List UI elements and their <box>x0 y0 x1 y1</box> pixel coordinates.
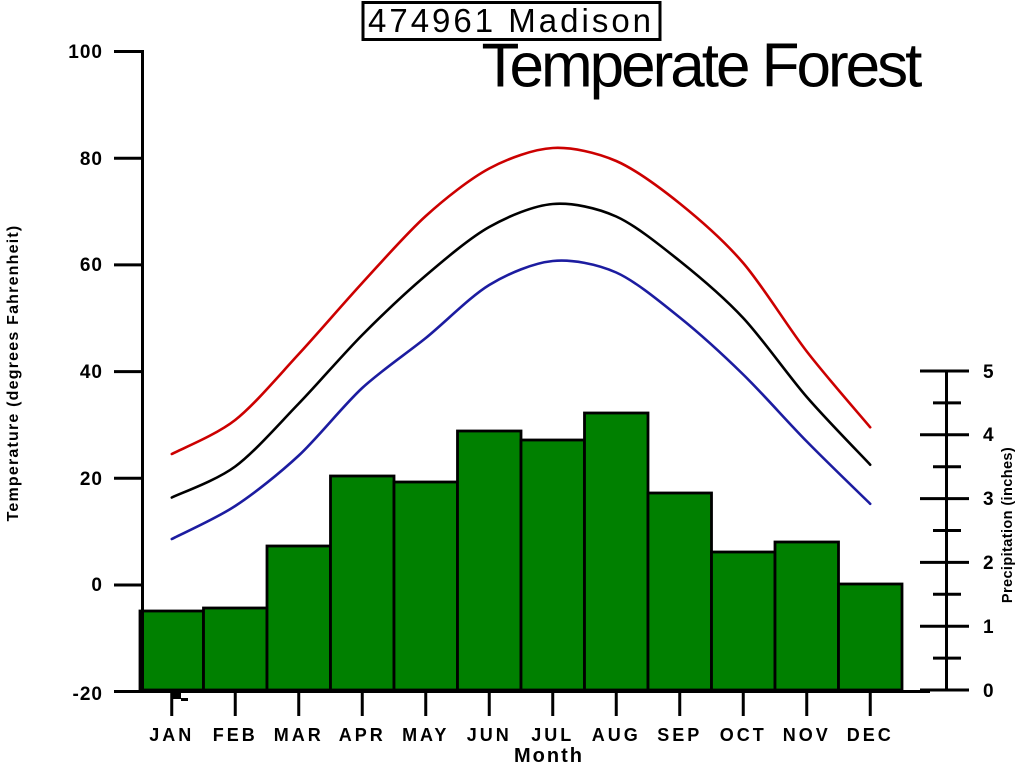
svg-text:474961 Madison: 474961 Madison <box>368 2 654 39</box>
svg-text:SEP: SEP <box>657 725 702 745</box>
svg-text:0: 0 <box>983 681 994 702</box>
svg-text:Temperature (degrees Fahrenhei: Temperature (degrees Fahrenheit) <box>5 225 22 522</box>
svg-text:2: 2 <box>983 553 994 574</box>
svg-text:FEB: FEB <box>213 725 258 745</box>
svg-text:40: 40 <box>80 362 103 383</box>
svg-text:JUL: JUL <box>531 725 574 745</box>
svg-text:Precipitation (inches): Precipitation (inches) <box>1000 447 1016 603</box>
svg-text:-20: -20 <box>73 684 103 705</box>
svg-text:Month: Month <box>514 745 584 767</box>
svg-text:5: 5 <box>983 362 994 383</box>
svg-text:1: 1 <box>983 617 994 638</box>
svg-text:3: 3 <box>983 489 994 510</box>
svg-text:4: 4 <box>983 425 994 446</box>
svg-text:MAY: MAY <box>402 725 449 745</box>
svg-text:OCT: OCT <box>720 725 767 745</box>
svg-text:JAN: JAN <box>149 725 194 745</box>
svg-text:JUN: JUN <box>467 725 512 745</box>
svg-text:60: 60 <box>80 255 103 276</box>
svg-text:APR: APR <box>339 725 386 745</box>
svg-text:MAR: MAR <box>274 725 324 745</box>
svg-text:Temperate Forest: Temperate Forest <box>482 32 923 101</box>
svg-text:AUG: AUG <box>592 725 641 745</box>
svg-text:0: 0 <box>91 575 103 596</box>
svg-text:100: 100 <box>68 42 103 63</box>
svg-text:80: 80 <box>80 149 103 170</box>
svg-text:20: 20 <box>80 469 103 490</box>
svg-text:DEC: DEC <box>847 725 894 745</box>
svg-text:NOV: NOV <box>783 725 831 745</box>
